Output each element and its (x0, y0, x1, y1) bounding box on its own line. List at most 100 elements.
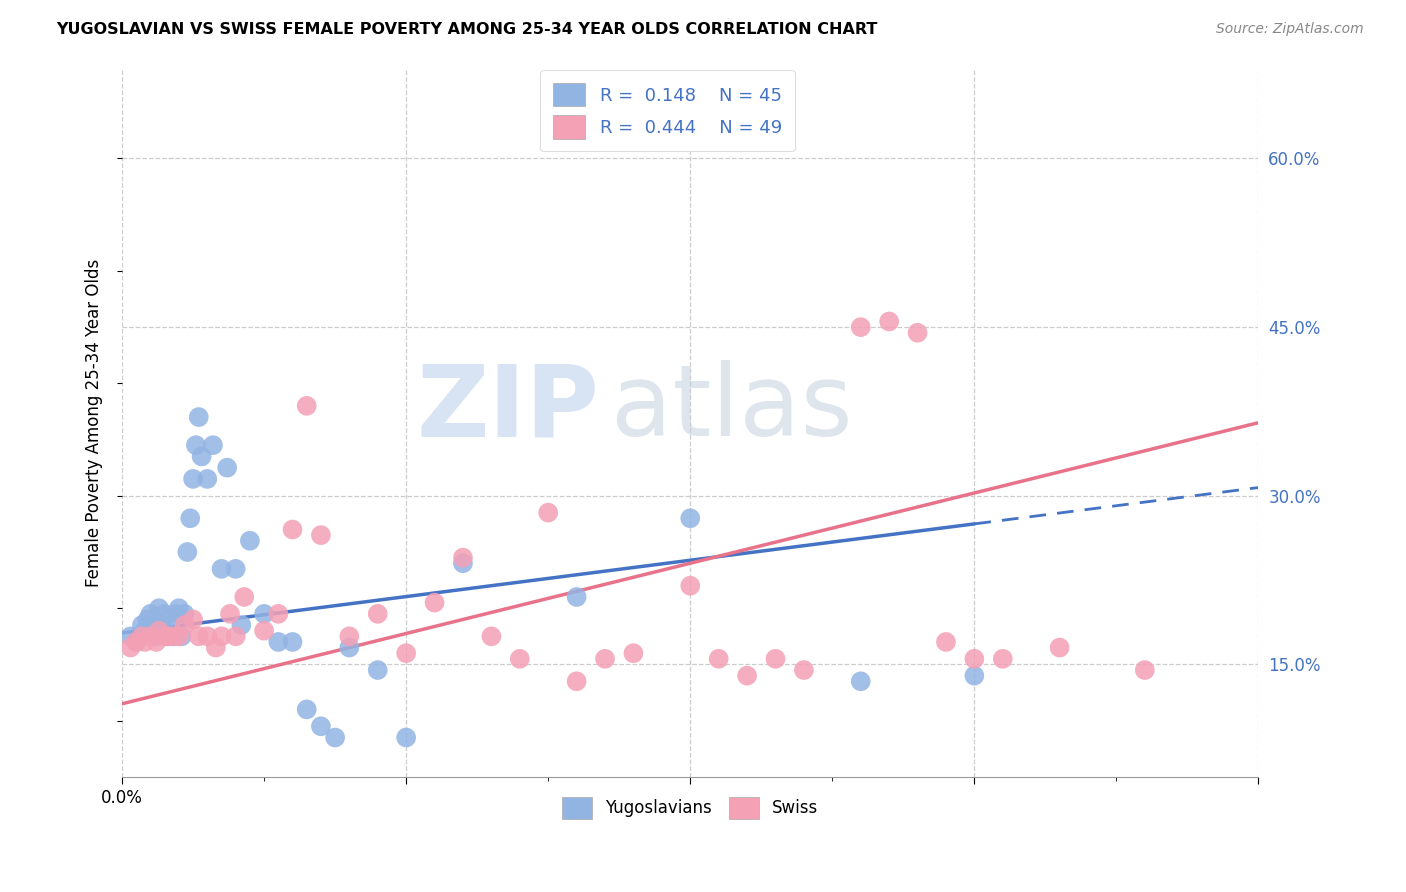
Point (295, 702, 318, 716)
Point (907, 326, 929, 340)
Point (267, 607, 290, 621)
Point (187, 629, 209, 643)
Point (323, 731, 346, 745)
Point (991, 652, 1014, 666)
Point (537, 506, 560, 520)
Point (281, 523, 304, 537)
Point (565, 674, 588, 689)
Point (793, 663, 815, 677)
Point (201, 438, 224, 452)
Point (509, 652, 531, 666)
Text: atlas: atlas (610, 360, 852, 457)
Point (877, 314, 900, 328)
Point (162, 629, 184, 643)
Point (479, 629, 502, 643)
Point (225, 562, 247, 576)
Point (181, 472, 204, 486)
Point (165, 607, 187, 621)
Point (179, 511, 201, 525)
Point (134, 635, 156, 649)
Point (707, 652, 730, 666)
Point (735, 668, 758, 682)
Point (211, 562, 233, 576)
Point (173, 607, 195, 621)
Point (367, 663, 389, 677)
Point (120, 629, 142, 643)
Point (139, 618, 162, 632)
Point (190, 450, 212, 464)
Point (309, 528, 332, 542)
Point (181, 612, 204, 626)
Point (131, 618, 153, 632)
Point (337, 640, 360, 655)
Point (679, 511, 702, 525)
Point (170, 629, 193, 643)
Point (184, 438, 207, 452)
Point (153, 607, 176, 621)
Point (451, 550, 474, 565)
Text: YUGOSLAVIAN VS SWISS FEMALE POVERTY AMONG 25-34 YEAR OLDS CORRELATION CHART: YUGOSLAVIAN VS SWISS FEMALE POVERTY AMON… (56, 22, 877, 37)
Point (451, 556, 474, 570)
Point (120, 640, 142, 655)
Point (295, 399, 318, 413)
Point (253, 607, 276, 621)
Point (131, 629, 153, 643)
Point (1049, 640, 1071, 655)
Point (173, 618, 195, 632)
Point (679, 579, 702, 593)
Point (145, 635, 167, 649)
Point (195, 472, 218, 486)
Point (159, 618, 181, 632)
Point (963, 652, 986, 666)
Point (156, 629, 179, 643)
Point (217, 460, 239, 475)
Point (139, 629, 162, 643)
Y-axis label: Female Poverty Among 25-34 Year Olds: Female Poverty Among 25-34 Year Olds (86, 259, 103, 587)
Point (162, 629, 184, 643)
Point (148, 624, 170, 638)
Point (167, 601, 190, 615)
Point (153, 629, 176, 643)
Text: ZIP: ZIP (416, 360, 599, 457)
Point (267, 635, 290, 649)
Point (565, 590, 588, 604)
Point (225, 629, 247, 643)
Point (211, 629, 233, 643)
Point (150, 618, 173, 632)
Point (167, 629, 190, 643)
Point (195, 629, 218, 643)
Point (765, 652, 787, 666)
Point (176, 545, 198, 559)
Point (204, 640, 226, 655)
Point (187, 410, 209, 425)
Point (125, 635, 148, 649)
Point (309, 719, 332, 733)
Point (849, 320, 872, 334)
Point (139, 607, 162, 621)
Point (219, 607, 242, 621)
Legend: Yugoslavians, Swiss: Yugoslavians, Swiss (555, 790, 825, 825)
Point (134, 624, 156, 638)
Point (145, 629, 167, 643)
Point (935, 635, 957, 649)
Point (233, 590, 256, 604)
Point (281, 635, 304, 649)
Point (423, 596, 446, 610)
Point (148, 601, 170, 615)
Point (623, 646, 645, 660)
Point (239, 533, 262, 548)
Point (367, 607, 389, 621)
Point (963, 668, 986, 682)
Point (253, 624, 276, 638)
Point (125, 635, 148, 649)
Point (849, 674, 872, 689)
Point (156, 629, 179, 643)
Point (395, 646, 418, 660)
Point (231, 618, 253, 632)
Point (136, 612, 159, 626)
Point (593, 652, 616, 666)
Point (1133, 663, 1156, 677)
Point (337, 629, 360, 643)
Point (395, 731, 418, 745)
Text: Source: ZipAtlas.com: Source: ZipAtlas.com (1216, 22, 1364, 37)
